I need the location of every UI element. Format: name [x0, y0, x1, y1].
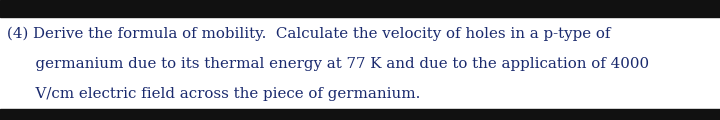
Bar: [0, 109, 720, 120]
Bar: [0, 0, 720, 17]
Text: germanium due to its thermal energy at 77 K and due to the application of 4000: germanium due to its thermal energy at 7…: [7, 57, 649, 71]
Text: V/cm electric field across the piece of germanium.: V/cm electric field across the piece of …: [7, 87, 420, 101]
Text: (4) Derive the formula of mobility.  Calculate the velocity of holes in a p-type: (4) Derive the formula of mobility. Calc…: [7, 26, 611, 41]
